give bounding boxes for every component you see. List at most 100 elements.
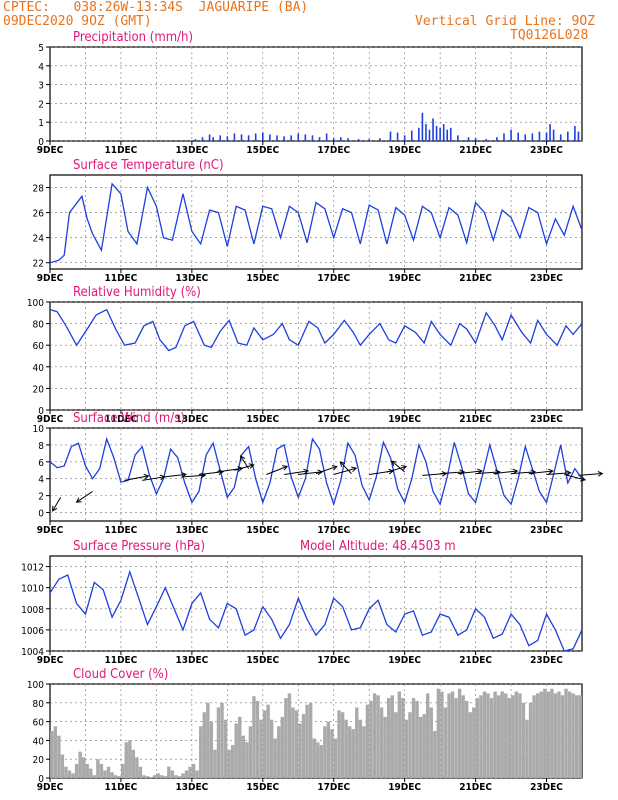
precipitation-bar <box>457 135 459 141</box>
precipitation-bar <box>396 132 399 141</box>
cloud-cover-bar <box>209 721 214 778</box>
wind-line <box>49 436 583 507</box>
wind-arrow <box>440 471 465 475</box>
cloud-cover-bar <box>128 740 132 778</box>
cloud-cover-bar <box>489 698 494 778</box>
precipitation-frame <box>49 46 583 142</box>
precipitation-bar <box>428 129 431 141</box>
cloud-cover-bar <box>376 695 380 778</box>
pressure-xtick-label: 21DEC <box>459 655 492 666</box>
cloud-cover-bar <box>284 698 288 778</box>
cloud-cover-bar <box>81 757 86 778</box>
pressure-title: Surface Pressure (hPa) <box>73 539 205 554</box>
cloud-cover-bar <box>262 710 267 778</box>
pressure-xtick-label: 15DEC <box>246 655 279 666</box>
cloud-cover-bar <box>174 775 178 778</box>
precipitation-bar <box>325 133 328 141</box>
pressure-xtick-label: 9DEC <box>37 655 64 666</box>
precipitation-bar <box>318 137 321 141</box>
wind-arrow <box>493 470 518 475</box>
cloud-cover-bar <box>418 716 423 778</box>
temperature-frame <box>49 174 583 270</box>
precipitation-bar <box>340 137 342 141</box>
cloud-cover-bar <box>422 714 426 778</box>
wind-arrow-head <box>218 469 224 476</box>
cloud-cover-bar <box>181 773 185 778</box>
cloud-cover-ytick-label: 60 <box>33 718 45 729</box>
header-model-code: TQ0126L028 <box>510 28 589 43</box>
precipitation-bar <box>545 132 548 141</box>
wind-ytick-label: 0 <box>38 509 44 520</box>
cloud-cover-bar <box>355 707 359 778</box>
wind-arrow <box>142 476 165 481</box>
wind-arrow <box>198 471 224 475</box>
humidity-ytick-label: 40 <box>33 363 45 374</box>
wind-arrow <box>391 460 405 473</box>
precipitation-bar <box>283 136 285 141</box>
wind-arrow-head <box>331 465 338 471</box>
cloud-cover-bar <box>397 691 402 778</box>
precipitation-xtick-label: 11DEC <box>105 145 138 156</box>
cloud-cover-bar <box>426 693 430 778</box>
pressure-xtick-label: 23DEC <box>530 655 563 666</box>
cloud-cover-bar <box>347 726 352 778</box>
wind-ytick-label: 10 <box>33 424 45 435</box>
cloud-cover-xtick-label: 11DEC <box>105 782 138 793</box>
chart-header: CPTEC: 038:26W-13:34S JAGUARIPE (BA) 09D… <box>0 0 618 48</box>
cloud-cover-bar <box>486 693 490 778</box>
precipitation-bar <box>524 134 527 141</box>
wind-xtick-label: 19DEC <box>388 525 421 536</box>
cloud-cover-bar <box>433 731 437 778</box>
header-station: CPTEC: 038:26W-13:34S JAGUARIPE (BA) <box>3 0 309 15</box>
wind-arrow <box>266 465 288 475</box>
cloud-cover-bar <box>323 726 327 778</box>
cloud-cover-bar <box>106 766 111 778</box>
temperature-xtick-label: 11DEC <box>105 273 138 284</box>
cloud-cover-bar <box>394 712 398 778</box>
cloud-cover-bar <box>291 707 295 778</box>
precipitation-xtick-label: 9DEC <box>37 145 64 156</box>
precipitation-bar <box>368 139 370 141</box>
humidity-xtick-label: 13DEC <box>175 414 208 425</box>
wind-arrow <box>181 474 206 478</box>
precipitation-xtick-label: 23DEC <box>530 145 563 156</box>
cloud-cover-bar <box>369 700 373 778</box>
cloud-cover-bar <box>50 731 54 778</box>
precipitation-bar <box>425 124 427 141</box>
cloud-cover-bar <box>121 763 125 778</box>
cloud-cover-bar <box>553 693 558 778</box>
pressure-xtick-label: 11DEC <box>105 655 138 666</box>
cloud-cover-bar <box>152 775 157 778</box>
cloud-cover-bar <box>96 759 100 778</box>
precipitation-xtick-label: 15DEC <box>246 145 279 156</box>
cloud-cover-bar <box>287 693 292 778</box>
wind-arrow <box>298 471 323 475</box>
cloud-cover-bar <box>266 704 270 778</box>
cloud-cover-bar <box>213 749 217 778</box>
cloud-cover-bar <box>113 775 118 778</box>
precipitation-ytick-label: 5 <box>38 43 44 54</box>
temperature-line <box>49 182 583 264</box>
temperature-ytick-label: 24 <box>33 234 45 245</box>
wind-arrow <box>475 471 500 475</box>
cloud-cover-bar <box>521 702 526 778</box>
cloud-cover-bar <box>64 766 68 778</box>
precipitation-bar <box>446 129 449 141</box>
cloud-cover-ytick-label: 80 <box>33 699 45 710</box>
wind-xtick-label: 15DEC <box>246 525 279 536</box>
wind-arrow <box>163 473 186 478</box>
cloud-cover-bar <box>269 719 274 778</box>
cloud-cover-bar <box>199 726 203 778</box>
pressure-ytick-label: 1004 <box>21 647 44 658</box>
wind-arrows <box>52 455 604 512</box>
cloud-cover-bar <box>177 776 182 778</box>
wind-xtick-label: 17DEC <box>317 525 350 536</box>
cloud-cover-bar <box>277 726 281 778</box>
cloud-cover-bar <box>415 700 419 778</box>
cloud-cover-bar <box>390 695 394 778</box>
cloud-cover-bar <box>156 773 160 778</box>
cloud-cover-bar <box>74 763 79 778</box>
precipitation-bar <box>439 127 441 141</box>
wind-arrow-head <box>240 455 246 462</box>
precipitation-bar <box>233 133 236 141</box>
